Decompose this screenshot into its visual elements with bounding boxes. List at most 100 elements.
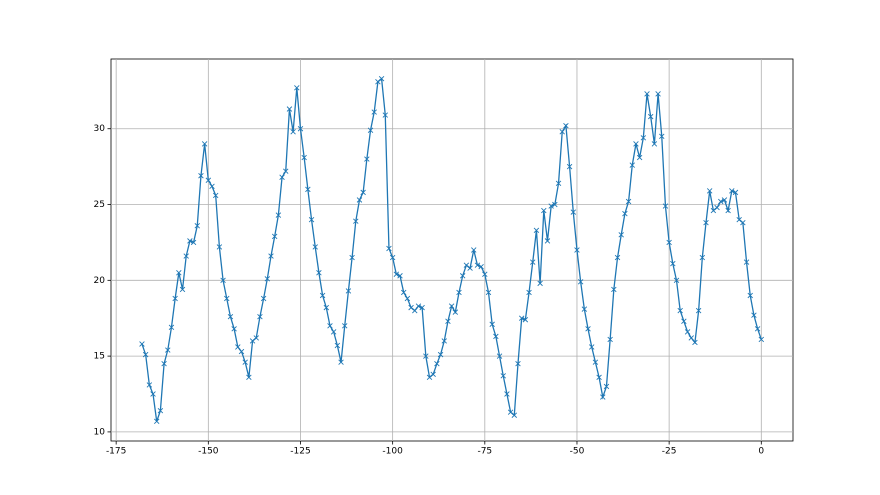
x-tick-label: -25 bbox=[662, 447, 677, 457]
data-point bbox=[581, 306, 588, 312]
data-point bbox=[754, 326, 761, 332]
data-point bbox=[489, 321, 495, 327]
x-tick-label: 0 bbox=[758, 447, 764, 457]
data-point bbox=[504, 391, 510, 397]
data-point bbox=[747, 292, 753, 299]
data-point bbox=[629, 162, 635, 168]
data-point bbox=[356, 197, 363, 203]
data-point bbox=[327, 323, 333, 329]
data-point bbox=[758, 336, 765, 343]
data-point bbox=[600, 394, 606, 400]
data-point bbox=[419, 304, 425, 311]
data-point bbox=[257, 313, 263, 320]
data-point bbox=[740, 219, 746, 226]
data-point bbox=[526, 289, 532, 296]
data-point bbox=[592, 359, 599, 365]
data-point bbox=[412, 307, 418, 314]
plot-frame bbox=[110, 58, 794, 442]
data-point bbox=[721, 197, 728, 203]
data-point bbox=[330, 329, 337, 335]
data-point bbox=[194, 223, 200, 229]
x-tick-label: -75 bbox=[477, 447, 492, 457]
data-point bbox=[467, 265, 473, 271]
data-point bbox=[209, 183, 215, 190]
y-tick-label: 25 bbox=[94, 200, 105, 210]
data-point bbox=[176, 270, 182, 276]
data-point bbox=[699, 254, 706, 261]
data-point bbox=[452, 309, 459, 315]
data-point bbox=[393, 271, 400, 277]
data-point bbox=[205, 177, 212, 183]
data-point bbox=[725, 207, 731, 214]
data-point bbox=[448, 303, 455, 309]
data-point bbox=[165, 347, 171, 353]
data-point bbox=[482, 271, 488, 277]
data-point bbox=[371, 109, 377, 115]
data-point bbox=[179, 286, 186, 293]
data-point bbox=[729, 188, 735, 194]
data-point bbox=[522, 317, 529, 323]
data-point bbox=[253, 335, 259, 341]
data-point bbox=[231, 326, 237, 332]
data-point bbox=[353, 218, 359, 224]
data-point bbox=[246, 374, 252, 381]
data-point bbox=[463, 262, 470, 268]
data-point bbox=[139, 341, 145, 347]
data-point bbox=[478, 263, 484, 270]
data-point bbox=[323, 304, 330, 311]
data-point bbox=[530, 259, 536, 265]
data-point bbox=[268, 253, 274, 259]
data-point bbox=[183, 253, 189, 259]
data-point bbox=[577, 279, 584, 285]
data-point bbox=[533, 227, 540, 234]
data-point bbox=[441, 338, 447, 344]
data-point bbox=[456, 289, 462, 296]
data-point bbox=[692, 339, 698, 346]
data-point bbox=[544, 238, 551, 244]
data-point bbox=[662, 203, 669, 209]
data-point bbox=[515, 360, 521, 367]
data-point bbox=[618, 232, 624, 238]
data-point bbox=[633, 141, 639, 147]
data-point bbox=[559, 129, 565, 135]
data-point bbox=[316, 270, 322, 276]
data-point bbox=[673, 277, 680, 284]
data-point bbox=[294, 85, 300, 91]
data-point bbox=[275, 212, 282, 218]
data-point bbox=[146, 382, 153, 388]
y-tick-label: 30 bbox=[94, 124, 106, 134]
y-tick-label: 10 bbox=[94, 427, 106, 437]
data-point bbox=[249, 338, 256, 344]
data-point bbox=[493, 333, 499, 340]
data-point bbox=[235, 344, 241, 350]
data-point bbox=[360, 189, 366, 196]
data-point bbox=[334, 342, 341, 349]
data-point bbox=[651, 141, 658, 147]
data-point bbox=[271, 233, 278, 240]
data-point bbox=[500, 373, 506, 379]
data-point bbox=[264, 276, 271, 282]
data-point bbox=[187, 238, 193, 244]
data-point bbox=[389, 254, 396, 261]
data-point bbox=[751, 312, 757, 318]
data-point bbox=[471, 247, 477, 253]
x-tick-label: -100 bbox=[382, 447, 403, 457]
data-point bbox=[367, 127, 374, 133]
data-point bbox=[640, 135, 647, 141]
data-point bbox=[305, 186, 311, 193]
data-point bbox=[220, 277, 226, 284]
data-point bbox=[625, 198, 632, 205]
data-point bbox=[260, 295, 267, 302]
data-point bbox=[710, 207, 717, 214]
data-point bbox=[400, 289, 407, 296]
data-point bbox=[647, 113, 654, 120]
data-point bbox=[670, 260, 676, 267]
data-point bbox=[375, 79, 381, 85]
data-point bbox=[684, 329, 691, 335]
data-point bbox=[611, 286, 617, 293]
data-point bbox=[555, 180, 562, 187]
data-point bbox=[603, 383, 610, 390]
x-tick-label: -150 bbox=[198, 447, 219, 457]
data-point bbox=[541, 207, 547, 214]
data-point bbox=[319, 292, 326, 299]
